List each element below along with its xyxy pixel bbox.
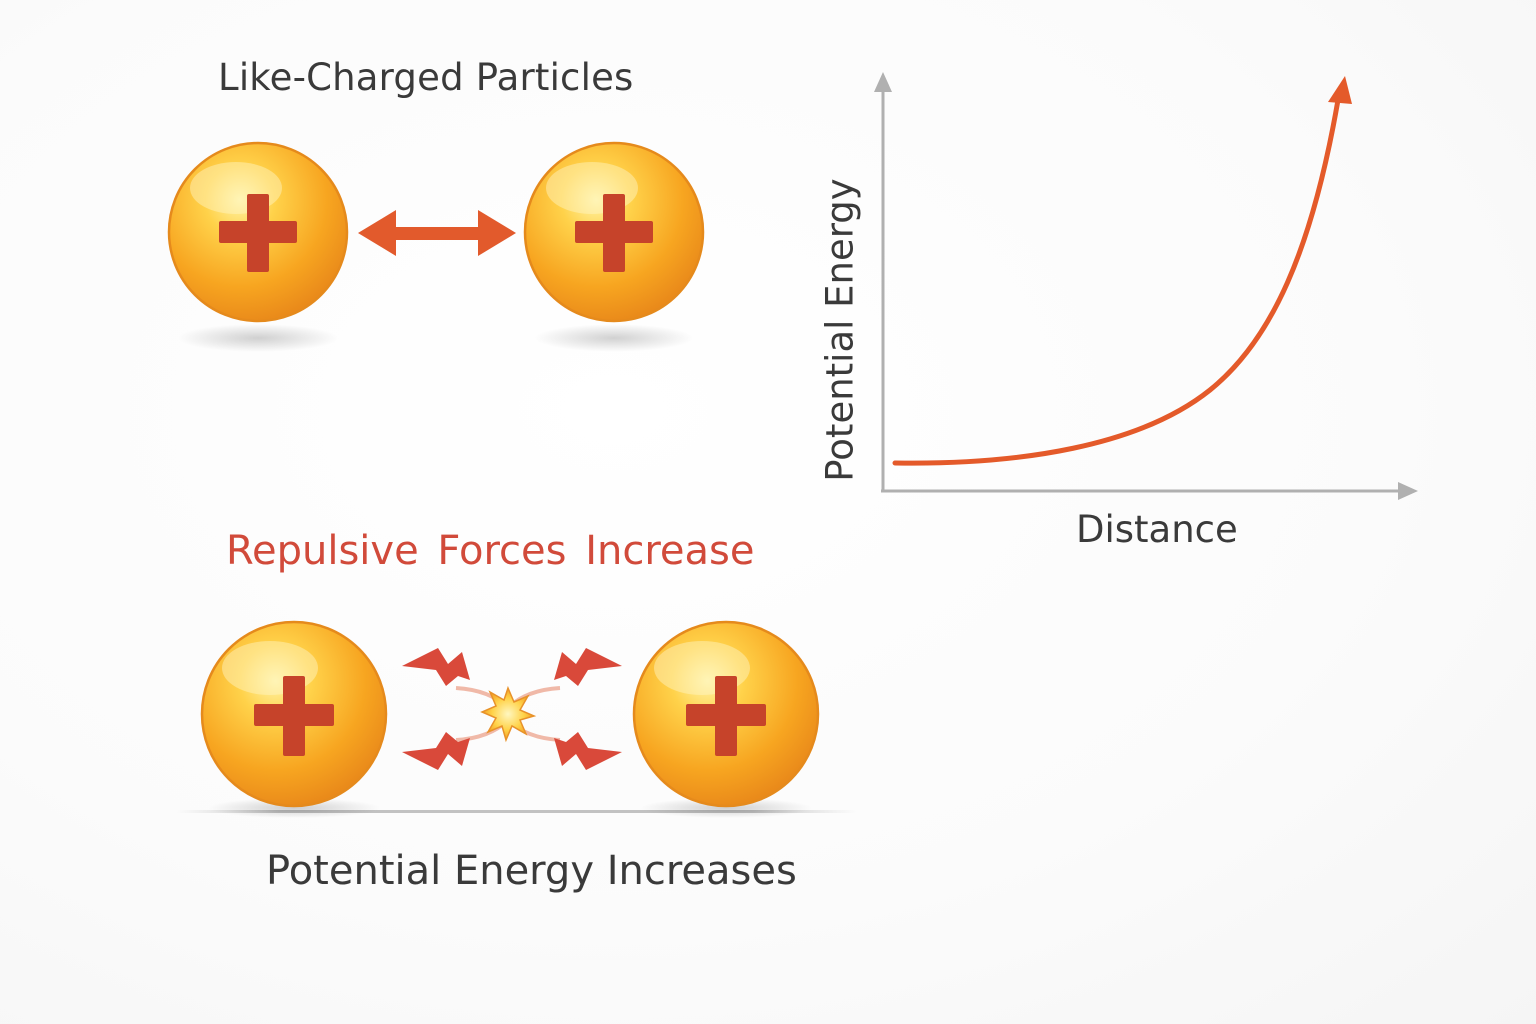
top-panel-title: Like-Charged Particles bbox=[218, 56, 634, 99]
positive-particle-right-bottom bbox=[632, 620, 820, 808]
plus-sign-icon bbox=[686, 676, 766, 756]
particle-shadow bbox=[208, 798, 380, 818]
lightning-arrow-icon bbox=[554, 648, 622, 686]
graph-y-axis-label: Potential Energy bbox=[818, 178, 862, 482]
bottom-particles-group bbox=[176, 620, 856, 818]
positive-particle-left-top bbox=[167, 141, 349, 323]
energy-curve bbox=[892, 76, 1352, 466]
graph-x-axis-label: Distance bbox=[1076, 508, 1238, 551]
potential-energy-graph bbox=[874, 72, 1418, 500]
curve-arrowhead-icon bbox=[1328, 76, 1352, 104]
lightning-arrow-icon bbox=[402, 732, 470, 770]
particle-shadow bbox=[178, 324, 338, 352]
plus-sign-icon bbox=[575, 194, 653, 272]
plus-sign-icon bbox=[219, 194, 297, 272]
plus-sign-icon bbox=[254, 676, 334, 756]
top-particles-group bbox=[167, 141, 705, 352]
particle-shadow bbox=[534, 324, 694, 352]
lightning-arrow-icon bbox=[554, 732, 622, 770]
floor-line bbox=[176, 810, 856, 813]
y-axis bbox=[874, 72, 892, 492]
positive-particle-right-top bbox=[523, 141, 705, 323]
spark-star-icon bbox=[480, 685, 537, 743]
particle-shadow bbox=[640, 798, 812, 818]
positive-particle-left-bottom bbox=[200, 620, 388, 808]
repulsion-burst-icon bbox=[402, 648, 622, 770]
potential-energy-caption: Potential Energy Increases bbox=[266, 848, 797, 894]
repulsive-forces-heading: Repulsive Forces Increase bbox=[226, 528, 755, 574]
x-axis bbox=[881, 482, 1418, 500]
lightning-arrow-icon bbox=[402, 648, 470, 686]
double-arrow-icon bbox=[358, 210, 516, 256]
